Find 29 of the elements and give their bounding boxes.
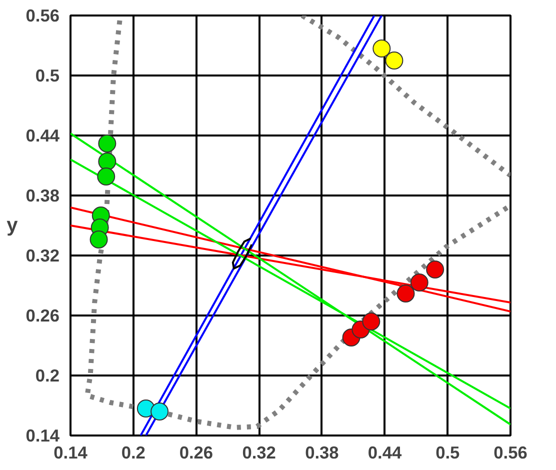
- point: [362, 312, 380, 330]
- point: [98, 152, 116, 170]
- y-tick-label: 0.44: [26, 126, 60, 146]
- point: [150, 402, 169, 420]
- line-series: [232, 238, 253, 270]
- y-tick-label: 0.38: [26, 186, 60, 206]
- y-tick-label: 0.5: [35, 66, 60, 86]
- point: [426, 260, 444, 278]
- point: [410, 274, 428, 292]
- y-tick-label: 0.26: [26, 306, 60, 326]
- point: [98, 134, 116, 152]
- point: [97, 168, 116, 186]
- x-tick-label: 0.2: [121, 442, 146, 462]
- point: [372, 40, 391, 58]
- point: [90, 230, 108, 248]
- y-axis-title: y: [6, 214, 19, 236]
- point: [385, 52, 404, 70]
- y-tick-label: 0.14: [26, 426, 60, 446]
- point: [396, 284, 415, 302]
- x-tick-label: 0.26: [179, 442, 214, 462]
- x-tick-label: 0.14: [54, 442, 88, 462]
- x-tick-label: 0.38: [305, 442, 340, 462]
- x-tick-label: 0.56: [494, 442, 528, 462]
- x-tick-label: 0.5: [436, 442, 460, 462]
- x-tick-label: 0.44: [368, 442, 402, 462]
- y-tick-label: 0.2: [35, 366, 60, 386]
- y-tick-label: 0.56: [26, 6, 60, 26]
- x-tick-label: 0.32: [242, 442, 276, 462]
- y-tick-label: 0.32: [26, 246, 60, 266]
